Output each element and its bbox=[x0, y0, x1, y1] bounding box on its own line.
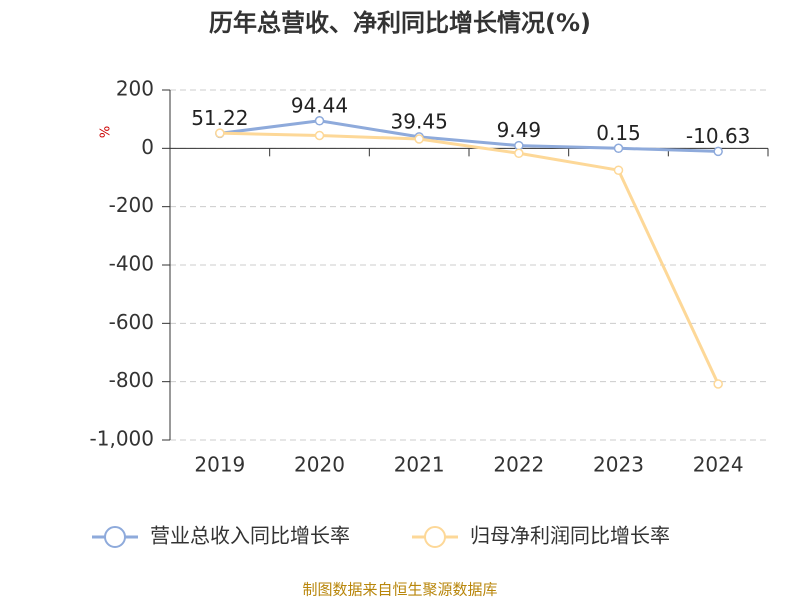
legend-marker bbox=[424, 526, 446, 548]
point bbox=[514, 140, 524, 151]
data-label: 51.22 bbox=[191, 106, 248, 130]
series-line bbox=[219, 119, 719, 153]
point bbox=[613, 165, 624, 175]
y-tick-label: -400 bbox=[109, 252, 154, 276]
x-tick-label: 2021 bbox=[394, 453, 445, 477]
chart-title: 历年总营收、净利同比增长情况(%) bbox=[209, 9, 591, 37]
x-tick-label: 2020 bbox=[294, 453, 345, 477]
legend-marker bbox=[104, 526, 126, 548]
point bbox=[713, 146, 723, 157]
point bbox=[314, 116, 325, 126]
y-tick-label: -800 bbox=[109, 368, 154, 392]
point bbox=[514, 148, 524, 159]
data-label: 39.45 bbox=[391, 109, 448, 133]
y-tick-label: 200 bbox=[116, 77, 154, 101]
data-label: 94.44 bbox=[291, 93, 348, 117]
data-label: 9.49 bbox=[497, 118, 542, 142]
y-tick-label: 0 bbox=[141, 135, 154, 159]
y-tick-label: -200 bbox=[109, 193, 154, 217]
y-tick-label: -600 bbox=[109, 310, 154, 334]
series-line bbox=[219, 131, 720, 385]
point bbox=[414, 134, 424, 144]
y-tick-label: -1,000 bbox=[90, 427, 154, 451]
x-tick-label: 2019 bbox=[194, 453, 245, 477]
data-label: -10.63 bbox=[686, 124, 750, 148]
x-tick-label: 2023 bbox=[593, 453, 644, 477]
source: 制图数据来自恒生聚源数据库 bbox=[302, 581, 497, 599]
x-tick-label: 2022 bbox=[493, 453, 544, 477]
y-unit: % bbox=[99, 126, 114, 138]
data-label: 0.15 bbox=[596, 121, 641, 145]
point bbox=[215, 128, 225, 138]
x-tick-label: 2024 bbox=[693, 453, 744, 477]
point bbox=[613, 143, 624, 154]
point bbox=[314, 130, 325, 141]
legend-label: 营业总收入同比增长率 bbox=[150, 524, 350, 548]
point bbox=[713, 379, 723, 389]
legend-label: 归母净利润同比增长率 bbox=[470, 524, 670, 548]
